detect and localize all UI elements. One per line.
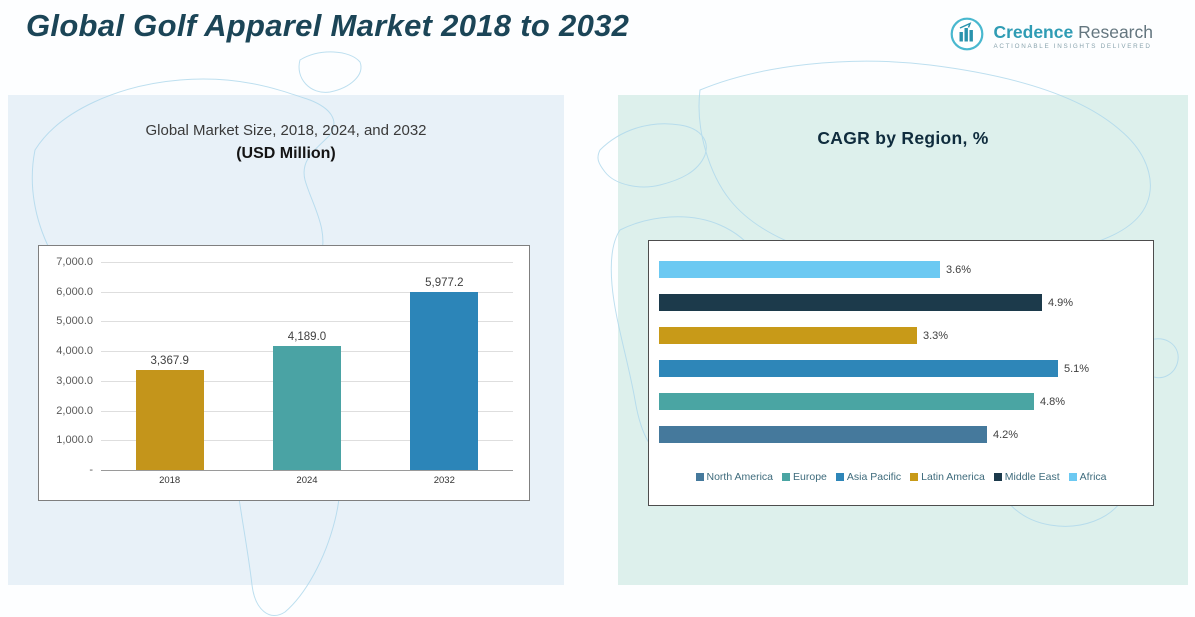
y-axis-tick-label: 5,000.0 bbox=[56, 315, 93, 328]
bar-latin-america bbox=[659, 327, 917, 344]
legend-item-europe: Europe bbox=[782, 471, 827, 483]
credence-logo: Credence Research Actionable Insights De… bbox=[949, 16, 1153, 57]
bar-middle-east bbox=[659, 294, 1042, 311]
legend-label: Asia Pacific bbox=[846, 471, 902, 483]
market-size-chart-title: Global Market Size, 2018, 2024, and 2032… bbox=[8, 122, 564, 163]
cagr-value-label: 4.9% bbox=[1048, 296, 1074, 309]
market-size-plot-area: 3,367.9 2018 4,189.0 2024 5,977.2 2032 bbox=[101, 262, 513, 486]
legend-item-africa: Africa bbox=[1068, 471, 1107, 483]
cagr-bars-container: 3.6% 4.9% 3.3% 5.1% 4.8% 4.2% bbox=[659, 253, 1147, 451]
bar-value-label: 5,977.2 bbox=[425, 277, 464, 290]
legend-swatch bbox=[782, 473, 791, 481]
cagr-value-label: 4.2% bbox=[993, 428, 1019, 441]
legend-item-asia-pacific: Asia Pacific bbox=[835, 471, 902, 483]
cagr-chart-title: CAGR by Region, % bbox=[817, 128, 989, 148]
cagr-row-middle-east: 4.9% bbox=[659, 286, 1147, 319]
legend-swatch bbox=[993, 473, 1002, 481]
bar-group-2024: 4,189.0 2024 bbox=[271, 262, 343, 486]
legend-item-north-america: North America bbox=[695, 471, 774, 483]
bar-africa bbox=[659, 261, 940, 278]
cagr-row-asia-pacific: 5.1% bbox=[659, 352, 1147, 385]
market-size-chart: 7,000.0 6,000.0 5,000.0 4,000.0 3,000.0 2,000… bbox=[38, 245, 530, 501]
page-title: Global Golf Apparel Market 2018 to 2032 bbox=[26, 8, 630, 43]
legend-label: Africa bbox=[1079, 471, 1107, 483]
cagr-value-label: 3.3% bbox=[923, 329, 949, 342]
logo-name: Credence Research bbox=[993, 23, 1153, 41]
cagr-row-africa: 3.6% bbox=[659, 253, 1147, 286]
legend-item-latin-america: Latin America bbox=[910, 471, 985, 483]
y-axis-tick-label: 3,000.0 bbox=[56, 374, 93, 387]
bar-group-2018: 3,367.9 2018 bbox=[134, 262, 206, 486]
y-axis-tick-label: 4,000.0 bbox=[56, 345, 93, 358]
bar-asia-pacific bbox=[659, 360, 1058, 377]
y-axis-tick-label: 1,000.0 bbox=[56, 434, 93, 447]
y-axis-tick-label: 2,000.0 bbox=[56, 404, 93, 417]
logo-name-research: Research bbox=[1078, 21, 1153, 42]
logo-tagline: Actionable Insights Delivered bbox=[993, 43, 1152, 51]
cagr-value-label: 5.1% bbox=[1064, 362, 1090, 375]
gridline bbox=[101, 470, 513, 471]
bar-2024 bbox=[272, 345, 341, 470]
legend-label: North America bbox=[706, 471, 774, 483]
x-axis-category-label: 2032 bbox=[433, 475, 455, 486]
y-axis: 7,000.0 6,000.0 5,000.0 4,000.0 3,000.0 2,000… bbox=[43, 256, 97, 476]
x-axis-category-label: 2018 bbox=[159, 475, 181, 486]
x-axis-category-label: 2024 bbox=[296, 475, 318, 486]
cagr-value-label: 3.6% bbox=[946, 263, 972, 276]
bar-group-2032: 5,977.2 2032 bbox=[408, 262, 480, 486]
cagr-legend: North America Europe Asia Pacific Latin Ame… bbox=[649, 471, 1153, 483]
bar-value-label: 3,367.9 bbox=[150, 354, 189, 367]
y-axis-tick-label: - bbox=[89, 464, 93, 476]
legend-swatch bbox=[1068, 473, 1077, 481]
legend-swatch bbox=[910, 473, 919, 481]
bar-2032 bbox=[410, 292, 479, 470]
bar-2018 bbox=[135, 369, 204, 470]
legend-label: Middle East bbox=[1004, 471, 1060, 483]
bar-north-america bbox=[659, 426, 987, 443]
credence-logo-icon bbox=[949, 16, 985, 57]
market-size-title-line1: Global Market Size, 2018, 2024, and 2032 bbox=[145, 122, 427, 139]
y-axis-tick-label: 7,000.0 bbox=[56, 256, 93, 268]
bars-container: 3,367.9 2018 4,189.0 2024 5,977.2 2032 bbox=[101, 262, 513, 486]
cagr-row-north-america: 4.2% bbox=[659, 418, 1147, 451]
credence-logo-text: Credence Research Actionable Insights De… bbox=[993, 23, 1153, 51]
legend-item-middle-east: Middle East bbox=[993, 471, 1060, 483]
legend-swatch bbox=[835, 473, 844, 481]
cagr-row-europe: 4.8% bbox=[659, 385, 1147, 418]
bar-europe bbox=[659, 393, 1034, 410]
legend-swatch bbox=[695, 473, 704, 481]
logo-name-credence: Credence bbox=[993, 21, 1074, 42]
legend-label: Latin America bbox=[921, 471, 985, 483]
legend-label: Europe bbox=[793, 471, 827, 483]
y-axis-tick-label: 6,000.0 bbox=[56, 285, 93, 298]
market-size-title-line2: (USD Million) bbox=[236, 145, 336, 162]
bar-value-label: 4,189.0 bbox=[287, 330, 327, 343]
cagr-row-latin-america: 3.3% bbox=[659, 319, 1147, 352]
cagr-chart: 3.6% 4.9% 3.3% 5.1% 4.8% 4.2% North America Eu… bbox=[648, 240, 1154, 506]
cagr-value-label: 4.8% bbox=[1040, 395, 1066, 408]
